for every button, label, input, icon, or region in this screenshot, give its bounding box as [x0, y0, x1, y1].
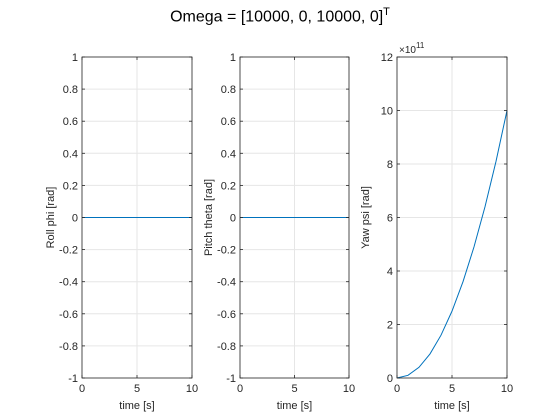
y-tick-label: -0.4 — [59, 277, 78, 289]
y-axis-label: Yaw psi [rad] — [360, 186, 372, 249]
x-tick-label: 0 — [79, 383, 85, 395]
y-tick-label: -1 — [68, 373, 78, 385]
y-tick-label: 2 — [387, 320, 393, 332]
y-tick-label: -0.8 — [217, 341, 236, 353]
x-tick-label: 10 — [343, 383, 355, 395]
y-tick-label: 0.2 — [221, 180, 236, 192]
y-tick-label: 0.2 — [63, 180, 78, 192]
y-tick-label: 0 — [387, 373, 393, 385]
y-tick-label: 4 — [387, 266, 393, 278]
figure-title-superscript: T — [383, 6, 390, 18]
y-tick-label: 6 — [387, 213, 393, 225]
y-tick-label: 0.4 — [221, 148, 236, 160]
y-tick-label: -0.6 — [217, 309, 236, 321]
x-axis-label: time [s] — [277, 400, 312, 412]
x-tick-label: 0 — [237, 383, 243, 395]
y-tick-label: -0.6 — [59, 309, 78, 321]
y-tick-label: -0.2 — [59, 245, 78, 257]
y-tick-label: 0.6 — [63, 116, 78, 128]
y-tick-label: -1 — [226, 373, 236, 385]
x-tick-label: 0 — [394, 383, 400, 395]
series-line — [396, 110, 508, 379]
y-axis-exponent-power: 11 — [416, 41, 425, 50]
y-tick-label: 0.4 — [63, 148, 78, 160]
x-axis-label: time [s] — [434, 400, 469, 412]
y-tick-label: 12 — [381, 52, 393, 64]
y-tick-label: -0.2 — [217, 245, 236, 257]
subplot-1: 0 5 10 -1 -0.8 -0.6 -0.4 -0.2 0 0.2 0.4 0.6 0.8 1 time… — [45, 52, 198, 412]
y-tick-label: -0.4 — [217, 277, 236, 289]
x-tick-label: 10 — [501, 383, 513, 395]
y-axis-label: Roll phi [rad] — [45, 187, 57, 249]
y-axis-exponent: ×1011 — [399, 41, 425, 56]
y-tick-label: 0.8 — [221, 84, 236, 96]
y-tick-label: 8 — [387, 159, 393, 171]
y-tick-label: 0 — [230, 213, 236, 225]
y-tick-label: 0.8 — [63, 84, 78, 96]
y-tick-label: 10 — [381, 106, 393, 118]
x-tick-label: 10 — [186, 383, 198, 395]
y-axis-label: Pitch theta [rad] — [203, 179, 215, 256]
x-tick-label: 5 — [291, 383, 297, 395]
figure-title-main: Omega = [10000, 0, 10000, 0] — [170, 8, 384, 26]
figure-title: Omega = [10000, 0, 10000, 0]T — [0, 6, 560, 26]
y-tick-label: 0 — [72, 213, 78, 225]
y-tick-label: 0.6 — [221, 116, 236, 128]
x-tick-label: 5 — [134, 383, 140, 395]
subplot-2: 0 5 10 -1 -0.8 -0.6 -0.4 -0.2 0 0.2 0.4 0.6 0.8 1 time… — [203, 52, 355, 412]
y-tick-label: 1 — [72, 52, 78, 64]
y-tick-label: 1 — [230, 52, 236, 64]
x-tick-label: 5 — [449, 383, 455, 395]
y-tick-label: -0.8 — [59, 341, 78, 353]
subplot-3: 0 5 10 0 2 4 6 8 10 12 time [s] Yaw psi [rad] ×1011 — [360, 41, 513, 412]
x-axis-label: time [s] — [119, 400, 154, 412]
